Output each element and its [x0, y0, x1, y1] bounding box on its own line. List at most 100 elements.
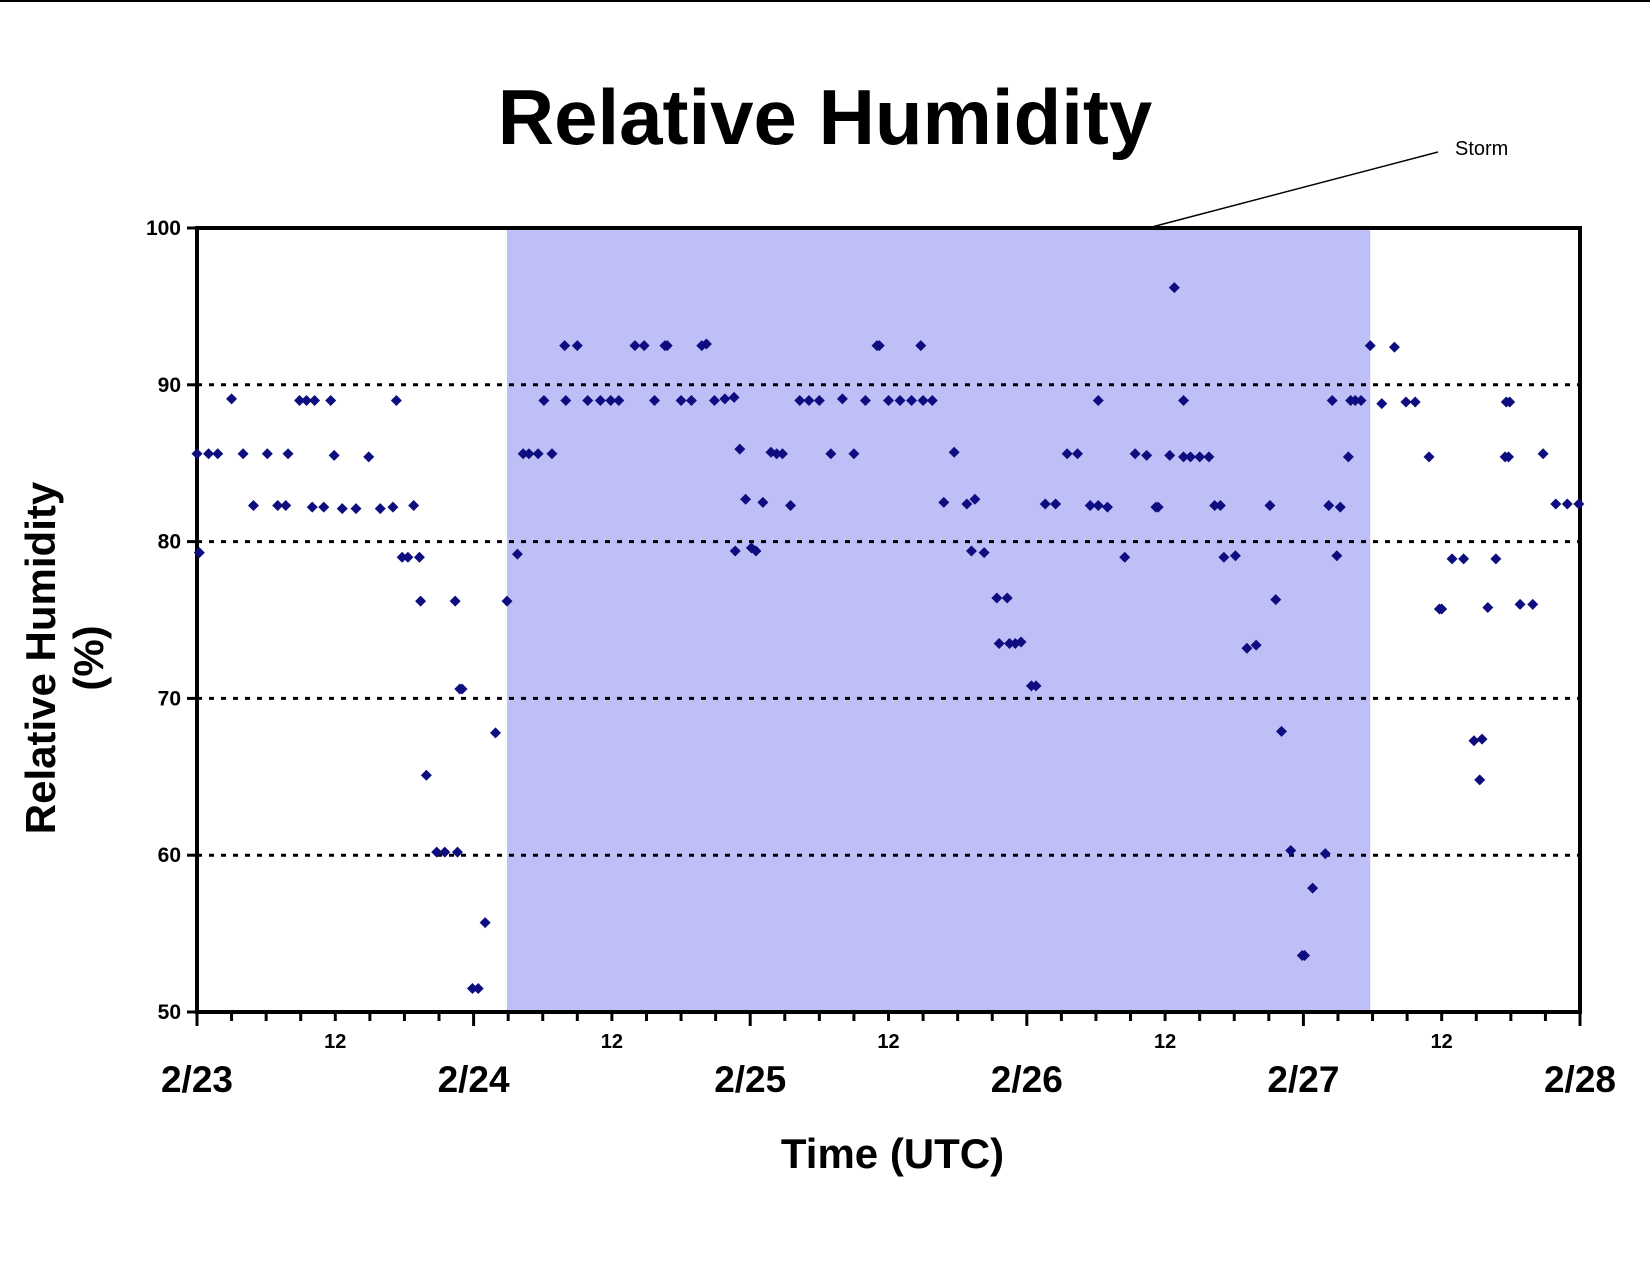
data-point [638, 340, 650, 352]
data-point [825, 448, 837, 460]
y-tick-label-100: 100 [146, 217, 181, 240]
data-point [237, 448, 249, 460]
data-point [649, 394, 661, 406]
data-point [1270, 594, 1282, 606]
data-point [1141, 449, 1153, 461]
x-hour-label: 12 [324, 1031, 346, 1053]
data-point [917, 394, 929, 406]
data-point [571, 340, 583, 352]
data-point [926, 394, 938, 406]
data-point [1400, 396, 1412, 408]
x-date-label: 2/24 [438, 1059, 510, 1100]
data-point [306, 501, 318, 513]
data-point [757, 496, 769, 508]
data-point [328, 449, 340, 461]
data-point [1285, 844, 1297, 856]
data-point [1331, 550, 1343, 562]
data-point [1376, 398, 1388, 410]
data-point [1194, 451, 1206, 463]
data-point [1119, 551, 1131, 563]
y-tick-label-70: 70 [158, 687, 181, 710]
data-point [1458, 553, 1470, 565]
data-point [1203, 451, 1215, 463]
data-point [1364, 340, 1376, 352]
data-point [1164, 449, 1176, 461]
data-point [594, 394, 606, 406]
data-point [1241, 642, 1253, 654]
data-point [451, 846, 463, 858]
data-point [1184, 451, 1196, 463]
data-point [1307, 882, 1319, 894]
data-point [1229, 550, 1241, 562]
data-point [309, 394, 321, 406]
storm-annotation-line [1147, 151, 1439, 229]
data-point [836, 393, 848, 405]
data-point [915, 340, 927, 352]
data-point [501, 595, 513, 607]
data-point [969, 493, 981, 505]
data-point [203, 448, 215, 460]
data-point [1264, 500, 1276, 512]
data-point [408, 500, 420, 512]
data-point [1474, 774, 1486, 786]
data-point [439, 846, 451, 858]
data-point [1214, 500, 1226, 512]
x-date-label: 2/25 [714, 1059, 786, 1100]
data-point [1004, 638, 1016, 650]
data-point [1092, 394, 1104, 406]
data-point [1323, 500, 1335, 512]
data-point [559, 340, 571, 352]
data-point [883, 394, 894, 406]
data-point [613, 394, 625, 406]
data-point [873, 340, 885, 352]
data-point [1061, 448, 1073, 460]
data-point [965, 545, 977, 557]
data-point [776, 448, 788, 460]
data-point [402, 551, 414, 563]
data-point [1490, 553, 1502, 565]
data-point [336, 503, 348, 515]
data-point [803, 394, 815, 406]
data-point [1101, 501, 1113, 513]
data-point [685, 394, 697, 406]
data-point [1550, 498, 1562, 510]
y-tick-label-50: 50 [158, 1001, 181, 1024]
data-point [1178, 451, 1190, 463]
data-point [1326, 394, 1338, 406]
data-point [1561, 498, 1573, 510]
data-point [280, 500, 292, 512]
data-point [1015, 636, 1027, 648]
data-point [261, 448, 273, 460]
data-point [1504, 396, 1516, 408]
data-point [472, 982, 484, 994]
data-point [272, 500, 284, 512]
data-point [750, 545, 762, 557]
x-hour-label: 12 [877, 1031, 899, 1053]
data-point [489, 727, 501, 739]
data-point [1319, 848, 1331, 860]
data-point [734, 443, 746, 455]
data-point [794, 394, 806, 406]
data-point [1039, 498, 1051, 510]
data-point [466, 982, 478, 994]
data-point [517, 448, 529, 460]
data-point [785, 500, 797, 512]
data-point [1250, 639, 1262, 651]
data-point [1030, 680, 1042, 692]
data-point [1423, 451, 1435, 463]
data-point [318, 501, 330, 513]
x-date-label: 2/28 [1544, 1059, 1616, 1100]
data-point [294, 394, 306, 406]
data-point [1468, 735, 1480, 747]
data-point [456, 683, 468, 695]
data-point [325, 394, 337, 406]
x-hour-label: 12 [601, 1031, 623, 1053]
x-date-label: 2/27 [1267, 1059, 1339, 1100]
data-point [938, 496, 950, 508]
data-point [300, 394, 312, 406]
data-point [1178, 394, 1190, 406]
data-point [848, 448, 860, 460]
data-point [390, 394, 402, 406]
data-point [978, 547, 990, 559]
